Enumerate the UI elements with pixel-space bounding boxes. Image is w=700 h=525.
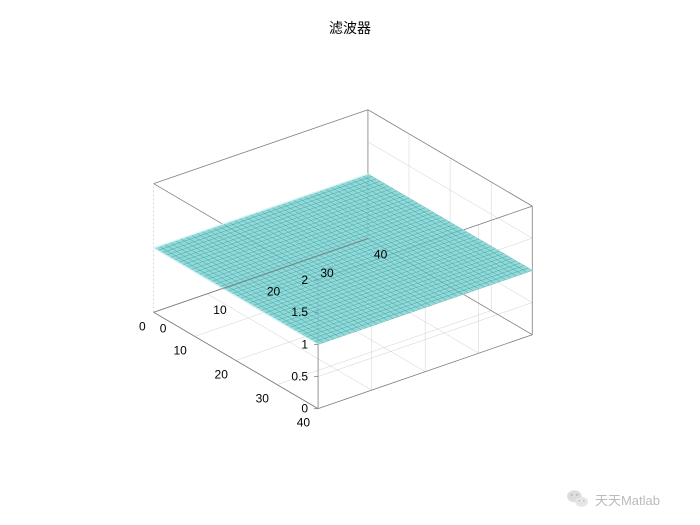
watermark: 天天Matlab bbox=[567, 489, 660, 509]
svg-text:0: 0 bbox=[160, 321, 167, 335]
svg-text:0: 0 bbox=[139, 319, 146, 333]
svg-text:2: 2 bbox=[301, 273, 308, 287]
svg-text:30: 30 bbox=[256, 392, 270, 406]
svg-text:10: 10 bbox=[173, 343, 187, 357]
svg-text:30: 30 bbox=[320, 266, 334, 280]
svg-text:40: 40 bbox=[374, 247, 388, 261]
svg-text:1.5: 1.5 bbox=[291, 305, 308, 319]
surface-plot: 00.511.52010203040010203040 bbox=[0, 0, 700, 525]
svg-text:0: 0 bbox=[301, 402, 308, 416]
chart-container: 滤波器 00.511.52010203040010203040 天天Matlab bbox=[0, 0, 700, 525]
svg-text:10: 10 bbox=[213, 303, 227, 317]
svg-text:20: 20 bbox=[215, 367, 229, 381]
watermark-text: 天天Matlab bbox=[595, 490, 660, 509]
svg-text:0.5: 0.5 bbox=[291, 370, 308, 384]
svg-text:1: 1 bbox=[301, 337, 308, 351]
svg-text:40: 40 bbox=[297, 416, 311, 430]
wechat-icon bbox=[567, 489, 589, 509]
svg-text:20: 20 bbox=[267, 284, 281, 298]
